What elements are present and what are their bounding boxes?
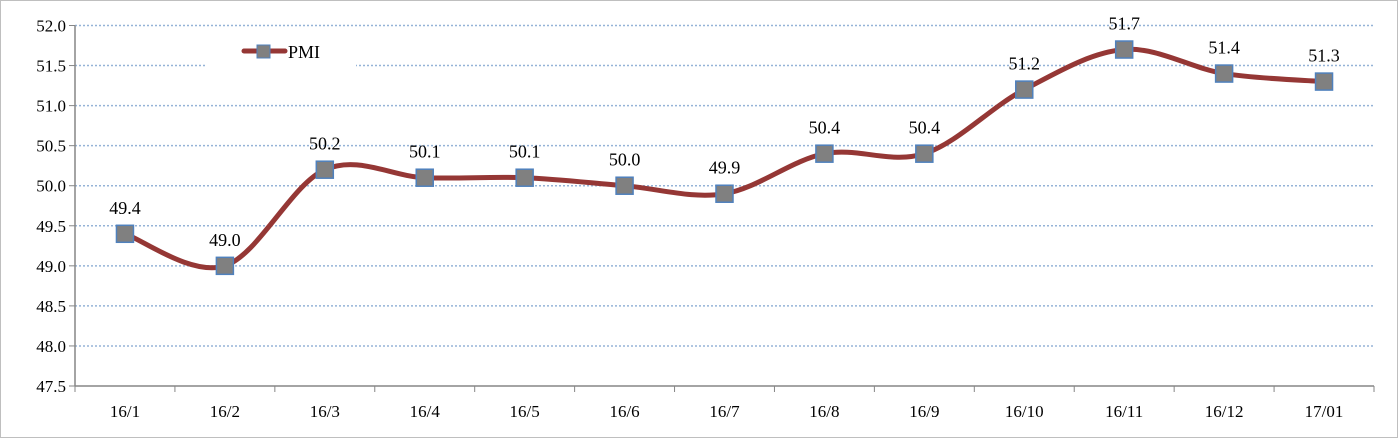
x-tick-label: 16/2 xyxy=(210,402,240,421)
y-tick-labels: 47.5 48.0 48.5 49.0 49.5 50.0 50.5 51.0 51.5 52.0 xyxy=(36,17,66,397)
y-tick-label: 48.5 xyxy=(36,297,66,316)
data-point-marker xyxy=(815,144,834,163)
data-point-marker xyxy=(1114,40,1134,59)
x-tick-label: 16/3 xyxy=(310,402,340,421)
data-point-marker xyxy=(515,168,534,187)
data-point-marker xyxy=(915,144,934,163)
data-point-marker xyxy=(215,256,235,276)
data-label: 51.4 xyxy=(1208,38,1240,58)
data-label: 51.3 xyxy=(1308,46,1340,66)
x-tick-label: 17/01 xyxy=(1305,402,1344,421)
data-point-marker xyxy=(315,160,335,179)
legend: PMI xyxy=(205,37,356,67)
y-tick-label: 51.5 xyxy=(36,57,66,76)
data-point-marker xyxy=(1214,64,1234,83)
x-tick-label: 16/6 xyxy=(609,402,639,421)
series-markers xyxy=(115,40,1334,276)
data-labels: 49.4 49.0 50.2 50.1 50.1 50.0 49.9 50.4 50.4 51.2… xyxy=(109,14,1340,250)
data-label: 50.4 xyxy=(809,118,841,138)
y-tick-label: 47.5 xyxy=(36,377,66,396)
y-tick-label: 49.5 xyxy=(36,217,66,236)
x-tick-label: 16/8 xyxy=(809,402,839,421)
x-tick-label: 16/9 xyxy=(909,402,939,421)
data-label: 49.0 xyxy=(209,230,241,250)
data-point-marker xyxy=(415,168,434,187)
y-tick-label: 49.0 xyxy=(36,257,66,276)
data-point-marker xyxy=(615,176,634,195)
y-tick-label: 50.5 xyxy=(36,137,66,156)
data-label: 50.2 xyxy=(309,134,341,154)
x-tick-label: 16/11 xyxy=(1105,402,1143,421)
data-point-marker xyxy=(1314,72,1334,91)
y-tick-label: 51.0 xyxy=(36,97,66,116)
data-label: 50.0 xyxy=(609,150,641,170)
x-tick-label: 16/10 xyxy=(1005,402,1044,421)
data-label: 51.7 xyxy=(1108,14,1140,34)
data-point-marker xyxy=(1015,80,1034,99)
x-tick-label: 16/7 xyxy=(709,402,740,421)
axes xyxy=(69,25,1375,392)
y-tick-label: 48.0 xyxy=(36,337,66,356)
legend-label: PMI xyxy=(288,42,320,62)
data-point-marker xyxy=(115,224,135,244)
x-tick-label: 16/4 xyxy=(410,402,441,421)
data-label: 49.9 xyxy=(709,158,741,178)
data-label: 49.4 xyxy=(109,198,141,218)
data-label: 51.2 xyxy=(1009,54,1041,74)
data-label: 50.4 xyxy=(909,118,941,138)
x-tick-label: 16/1 xyxy=(110,402,140,421)
legend-marker-swatch xyxy=(256,44,271,59)
y-tick-label: 50.0 xyxy=(36,177,66,196)
x-tick-label: 16/5 xyxy=(510,402,540,421)
x-tick-labels: 16/1 16/2 16/3 16/4 16/5 16/6 16/7 16/8 16/9 16/1… xyxy=(110,402,1344,421)
data-label: 50.1 xyxy=(509,142,541,162)
y-tick-label: 52.0 xyxy=(36,17,66,36)
data-point-marker xyxy=(715,184,734,203)
x-tick-label: 16/12 xyxy=(1205,402,1244,421)
data-label: 50.1 xyxy=(409,142,441,162)
